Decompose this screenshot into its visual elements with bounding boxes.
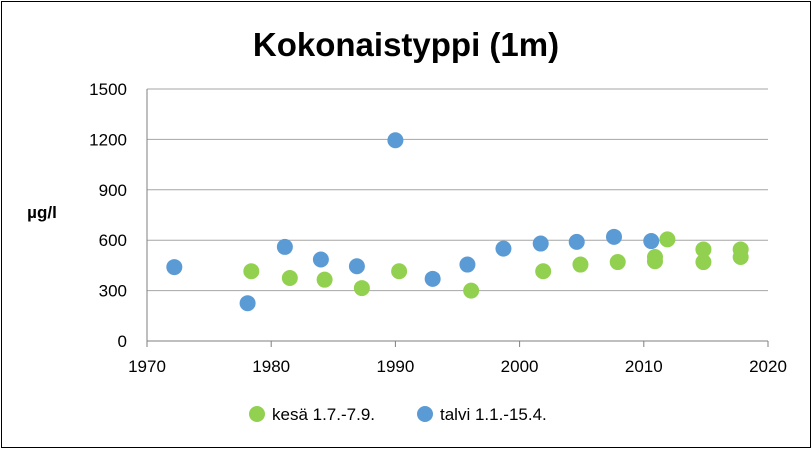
data-point bbox=[532, 235, 549, 252]
data-point bbox=[609, 254, 626, 271]
x-tick-label: 1980 bbox=[252, 357, 290, 376]
data-point bbox=[281, 270, 298, 286]
x-tick-label: 1970 bbox=[128, 357, 166, 376]
data-point bbox=[732, 241, 749, 258]
data-point bbox=[424, 270, 441, 287]
y-tick-label: 1500 bbox=[89, 80, 127, 99]
data-point bbox=[695, 241, 712, 258]
gridlines bbox=[147, 88, 768, 292]
data-point bbox=[387, 132, 404, 149]
y-tick-label: 1200 bbox=[89, 130, 127, 149]
data-point bbox=[643, 233, 660, 250]
axes bbox=[146, 89, 769, 347]
data-point bbox=[239, 295, 256, 312]
data-point bbox=[348, 258, 365, 275]
data-point bbox=[312, 251, 329, 268]
data-point bbox=[535, 263, 552, 280]
data-point bbox=[695, 254, 712, 271]
data-point bbox=[316, 271, 333, 288]
x-tick-label: 1990 bbox=[376, 357, 414, 376]
data-point bbox=[243, 263, 260, 280]
data-point bbox=[495, 240, 512, 257]
x-tick-label: 2000 bbox=[501, 357, 539, 376]
x-tick-label: 2020 bbox=[749, 357, 787, 376]
x-tick-label: 2010 bbox=[625, 357, 663, 376]
data-point bbox=[391, 263, 408, 280]
y-axis-label: µg/l bbox=[27, 203, 57, 222]
data-point bbox=[463, 282, 480, 299]
y-tick-label: 900 bbox=[99, 181, 127, 200]
data-point bbox=[459, 256, 476, 273]
data-point bbox=[572, 256, 589, 273]
y-tick-label: 0 bbox=[118, 332, 127, 351]
chart-title: Kokonaistyppi (1m) bbox=[253, 26, 559, 63]
data-point bbox=[659, 231, 676, 248]
y-tick-label: 600 bbox=[99, 231, 127, 250]
data-point bbox=[568, 233, 585, 250]
y-tick-label: 300 bbox=[99, 282, 127, 301]
legend-label: kesä 1.7.-7.9. bbox=[272, 405, 375, 424]
data-point bbox=[276, 238, 293, 255]
tick-labels: 0 300 600 900 1200 1500 1970 1980 1990 2000 2010 20… bbox=[89, 80, 787, 376]
data-point bbox=[353, 280, 370, 297]
data-point bbox=[605, 228, 622, 245]
data-point bbox=[166, 259, 183, 276]
legend-label: talvi 1.1.-15.4. bbox=[440, 405, 547, 424]
data-point bbox=[646, 249, 663, 265]
legend: kesä 1.7.-7.9. talvi 1.1.-15.4. bbox=[249, 405, 547, 424]
legend-marker bbox=[417, 406, 433, 422]
legend-marker bbox=[249, 406, 265, 422]
data-points bbox=[166, 132, 749, 312]
